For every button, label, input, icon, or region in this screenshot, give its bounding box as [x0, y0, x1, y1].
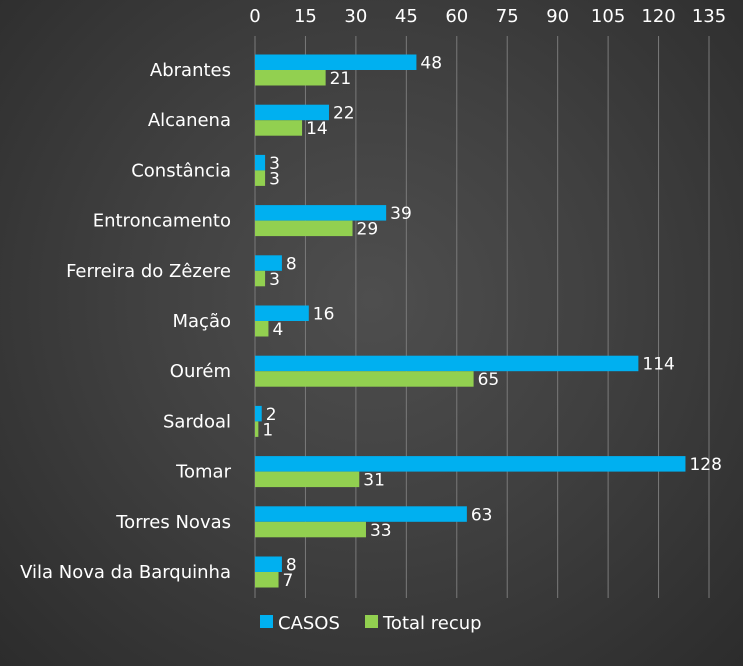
bar-casos [255, 54, 417, 70]
x-tick-label: 30 [344, 6, 367, 27]
bar-casos [255, 154, 266, 171]
data-label: 114 [642, 355, 674, 375]
data-label: 31 [363, 471, 385, 491]
bar-total-recup [255, 521, 366, 538]
bar-total-recup [255, 421, 259, 437]
x-tick-label: 75 [496, 6, 519, 27]
data-label: 3 [269, 154, 280, 174]
bar-casos [255, 456, 686, 472]
gridlines [254, 36, 710, 598]
legend-label: CASOS [278, 613, 340, 634]
category-label: Mação [173, 311, 232, 332]
data-label: 8 [286, 556, 297, 576]
category-label: Alcanena [148, 110, 231, 131]
data-label: 3 [269, 270, 280, 290]
bar-total-recup [255, 120, 303, 136]
bar-casos [255, 305, 309, 321]
category-label: Tomar [175, 462, 232, 483]
x-tick-label: 120 [641, 6, 675, 27]
x-tick-label: 135 [692, 6, 726, 27]
bar-casos [255, 556, 282, 572]
bar-total-recup [255, 371, 474, 387]
bar-casos [255, 104, 329, 121]
bar-casos [255, 355, 639, 372]
bar-total-recup [255, 270, 266, 287]
bar-casos [255, 255, 282, 271]
data-label: 33 [370, 521, 392, 541]
x-tick-label: 60 [445, 6, 468, 27]
category-label: Ourém [170, 361, 231, 382]
bar-total-recup [255, 321, 269, 337]
data-label: 21 [330, 69, 352, 89]
bar-casos [255, 405, 262, 422]
data-label: 16 [313, 305, 335, 325]
data-label: 7 [283, 571, 294, 591]
bar-total-recup [255, 572, 279, 588]
category-label: Torres Novas [115, 512, 231, 533]
bar-casos [255, 506, 467, 522]
category-label: Sardoal [163, 411, 231, 432]
data-label: 29 [357, 220, 379, 240]
data-label: 39 [390, 204, 412, 224]
data-label: 8 [286, 254, 297, 274]
data-label: 1 [262, 420, 273, 440]
data-label: 22 [333, 104, 355, 124]
legend-label: Total recup [382, 613, 482, 634]
legend-swatch [365, 615, 378, 628]
category-label: Constância [131, 160, 231, 181]
data-label: 14 [306, 119, 328, 139]
category-label: Abrantes [150, 60, 231, 81]
bar-total-recup [255, 220, 353, 237]
x-tick-label: 90 [546, 6, 569, 27]
x-tick-label: 105 [591, 6, 625, 27]
x-tick-label: 15 [294, 6, 317, 27]
x-tick-label: 0 [249, 6, 260, 27]
category-label: Entroncamento [93, 211, 231, 232]
category-label: Ferreira do Zêzere [66, 261, 231, 282]
data-label: 65 [478, 370, 500, 390]
bar-casos [255, 205, 387, 221]
data-label: 4 [272, 320, 283, 340]
x-axis-ticks: 0 15 30 45 60 75 90 105 120 135 [249, 6, 726, 27]
data-label: 63 [471, 505, 493, 525]
legend: CASOS Total recup [260, 613, 482, 634]
category-label: Vila Nova da Barquinha [20, 562, 231, 583]
data-label: 48 [420, 54, 442, 74]
bar-total-recup [255, 471, 360, 488]
legend-swatch [260, 615, 273, 628]
bar-total-recup [255, 170, 266, 186]
bar-total-recup [255, 70, 326, 86]
x-tick-label: 45 [395, 6, 418, 27]
data-label: 128 [689, 455, 721, 475]
data-label: 3 [269, 169, 280, 189]
bars [255, 54, 686, 588]
category-labels: Abrantes Alcanena Constância Entroncamento F… [20, 60, 231, 583]
data-label: 2 [266, 405, 277, 425]
